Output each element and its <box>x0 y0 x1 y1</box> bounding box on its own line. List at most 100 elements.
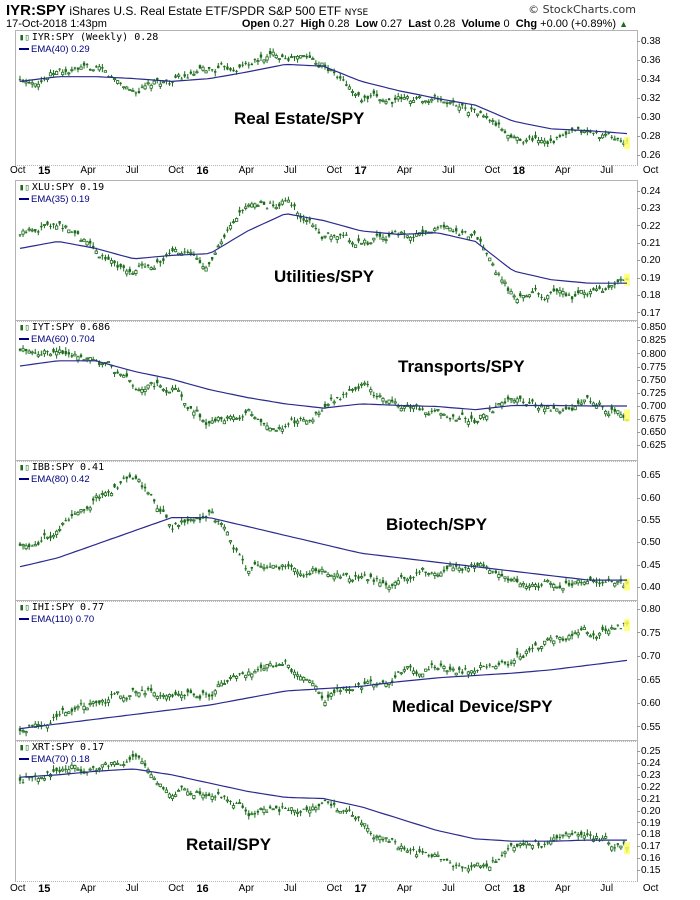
price-legend: ▮▯ XLU:SPY 0.19 <box>19 182 104 194</box>
x-tick-label: Oct <box>10 165 26 176</box>
x-tick-label: Jul <box>283 165 297 176</box>
candlestick-icon: ▮▯ <box>19 463 30 473</box>
y-tick-label: 0.28 <box>637 132 660 142</box>
chart-panel-real-estate-spy[interactable]: ▮▯ IYR:SPY (Weekly) 0.28 EMA(40) 0.29 Real … <box>15 30 638 166</box>
x-tick-label: Apr <box>238 883 255 894</box>
price-legend-label: IHI:SPY 0.77 <box>31 602 105 613</box>
ema-legend-label: EMA(60) 0.704 <box>31 334 95 345</box>
plot-area[interactable] <box>16 601 637 741</box>
price-legend: ▮▯ IBB:SPY 0.41 <box>19 462 104 474</box>
y-tick-label: 0.19 <box>637 273 660 284</box>
symbol-description: iShares U.S. Real Estate ETF/SPDR S&P 50… <box>69 4 342 18</box>
ema-legend-label: EMA(110) 0.70 <box>31 614 95 625</box>
y-tick-label: 0.800 <box>637 349 666 360</box>
chg-value: +0.00 (+0.89%) <box>540 18 617 30</box>
chart-panel-transports-spy[interactable]: ▮▯ IYT:SPY 0.686 EMA(60) 0.704 Transports/S… <box>15 320 638 462</box>
x-tick-label: Apr <box>238 165 255 176</box>
high-value: 0.28 <box>328 18 350 30</box>
open-label: Open <box>241 18 270 30</box>
y-tick-label: 0.850 <box>637 323 666 333</box>
price-legend-label: XLU:SPY 0.19 <box>31 182 105 193</box>
chart-panel-retail-spy[interactable]: ▮▯ XRT:SPY 0.17 EMA(70) 0.18 Retail/SPY <box>15 740 638 882</box>
ema-legend: EMA(35) 0.19 <box>19 194 104 206</box>
ema-line-icon <box>19 198 29 201</box>
x-tick-label: 15 <box>38 165 51 177</box>
last-bar-highlight <box>624 273 630 286</box>
y-tick-label: 0.60 <box>637 493 660 504</box>
plot-area[interactable] <box>16 181 637 321</box>
panel-legend: ▮▯ XLU:SPY 0.19 EMA(35) 0.19 <box>19 182 104 206</box>
y-tick-label: 0.24 <box>637 186 660 197</box>
last-bar-highlight <box>624 409 630 422</box>
quote-bar: Open 0.27 High 0.28 Low 0.27 Last 0.28 V… <box>242 18 628 30</box>
plot-area[interactable] <box>16 741 637 881</box>
candlestick-icon: ▮▯ <box>19 33 30 43</box>
price-bars <box>18 620 629 737</box>
y-tick-label: 0.17 <box>637 308 660 319</box>
y-tick-label: 0.19 <box>637 818 660 829</box>
x-tick-label: Apr <box>80 883 96 894</box>
y-tick-label: 0.23 <box>637 771 660 781</box>
y-tick-label: 0.75 <box>637 628 660 639</box>
y-tick-label: 0.675 <box>637 415 666 425</box>
panel-legend: ▮▯ IBB:SPY 0.41 EMA(80) 0.42 <box>19 462 104 486</box>
ema-legend-label: EMA(70) 0.18 <box>31 754 90 765</box>
y-tick-label: 0.825 <box>637 336 666 346</box>
y-axis: 0.65 0.60 0.55 0.50 0.45 0.40 <box>637 460 697 600</box>
plot-area[interactable] <box>16 461 637 601</box>
y-tick-label: 0.30 <box>637 113 660 123</box>
last-bar-highlight <box>624 137 630 150</box>
x-tick-label: 18 <box>512 883 525 895</box>
last-value: 0.28 <box>433 18 456 30</box>
x-axis-top: Oct 15 Apr Jul Oct 16 Apr Jul Oct 17 Apr Jul Oct 18 Ap… <box>0 165 658 179</box>
ema-line-icon <box>19 758 29 761</box>
x-tick-label: Oct <box>10 883 26 894</box>
y-tick-label: 0.55 <box>637 516 660 526</box>
x-tick-label: Jul <box>283 883 297 894</box>
x-tick-label: Apr <box>80 165 96 176</box>
panel-title: Medical Device/SPY <box>392 697 553 716</box>
volume-label: Volume <box>461 18 501 30</box>
ema-legend-label: EMA(40) 0.29 <box>31 44 90 55</box>
ema-legend: EMA(70) 0.18 <box>19 754 104 766</box>
plot-area[interactable] <box>16 31 637 165</box>
y-axis: 0.25 0.24 0.23 0.22 0.21 0.20 0.19 0.18 0.17 0.16… <box>637 740 697 880</box>
candlestick-icon: ▮▯ <box>19 323 30 333</box>
datetime: 17-Oct-2018 1:43pm <box>6 18 107 30</box>
panel-title: Utilities/SPY <box>274 267 375 286</box>
last-bar-highlight <box>624 619 630 632</box>
ema-line <box>19 517 627 581</box>
y-tick-label: 0.65 <box>637 471 660 481</box>
price-bars <box>18 196 629 305</box>
y-axis: 0.80 0.75 0.70 0.65 0.60 0.55 <box>637 600 697 740</box>
panel-legend: ▮▯ IYT:SPY 0.686 EMA(60) 0.704 <box>19 322 110 346</box>
chart-panel-biotech-spy[interactable]: ▮▯ IBB:SPY 0.41 EMA(80) 0.42 Biotech/SPY <box>15 460 638 602</box>
symbol-title: IYR:SPY iShares U.S. Real Estate ETF/SPD… <box>6 2 368 19</box>
plot-area[interactable] <box>16 321 637 461</box>
panel-title: Real Estate/SPY <box>234 109 365 128</box>
ema-legend-label: EMA(80) 0.42 <box>31 474 90 485</box>
x-tick-label: Oct <box>484 165 501 176</box>
price-legend: ▮▯ IYT:SPY 0.686 <box>19 322 110 334</box>
y-tick-label: 0.55 <box>637 722 660 733</box>
panel-legend: ▮▯ XRT:SPY 0.17 EMA(70) 0.18 <box>19 742 104 766</box>
y-tick-label: 0.26 <box>637 151 660 161</box>
x-tick-label: Jul <box>125 165 139 176</box>
ema-line-icon <box>19 618 29 621</box>
price-bars <box>18 472 629 594</box>
ema-line <box>19 360 627 411</box>
price-legend: ▮▯ XRT:SPY 0.17 <box>19 742 104 754</box>
chart-panel-medical-device-spy[interactable]: ▮▯ IHI:SPY 0.77 EMA(110) 0.70 Medical Devic… <box>15 600 638 742</box>
y-tick-label: 0.38 <box>637 37 660 47</box>
y-tick-label: 0.80 <box>637 605 660 615</box>
price-legend-label: IYT:SPY 0.686 <box>31 322 111 333</box>
x-tick-label: 17 <box>354 883 367 895</box>
chart-panel-utilities-spy[interactable]: ▮▯ XLU:SPY 0.19 EMA(35) 0.19 Utilities/SPY <box>15 180 638 322</box>
candlestick-icon: ▮▯ <box>19 183 30 193</box>
x-tick-label: Jul <box>600 883 614 894</box>
last-label: Last <box>408 18 431 30</box>
y-tick-label: 0.650 <box>637 428 666 438</box>
y-tick-label: 0.725 <box>637 388 666 399</box>
ema-line <box>19 63 628 135</box>
x-tick-label: Apr <box>396 883 413 894</box>
